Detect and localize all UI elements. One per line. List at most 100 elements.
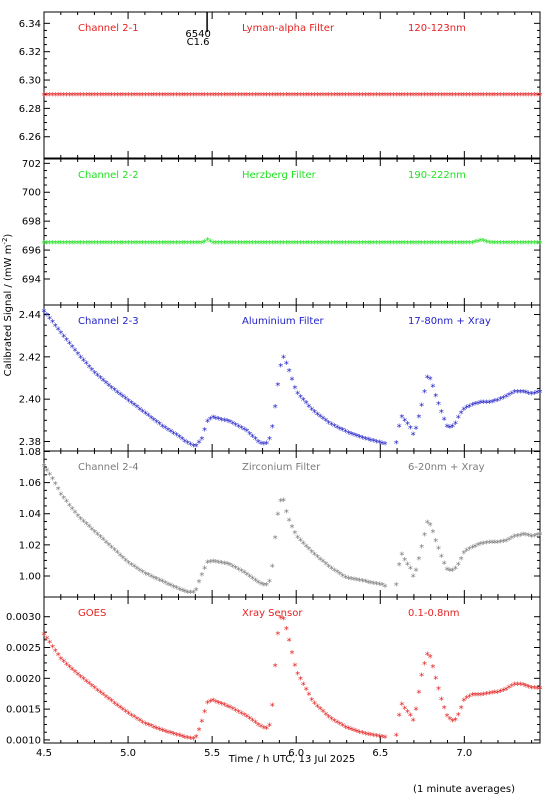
- data-point: *: [180, 587, 185, 598]
- data-point: *: [182, 239, 187, 250]
- data-point: *: [211, 414, 216, 425]
- data-point: *: [259, 239, 264, 250]
- data-point: *: [436, 239, 441, 250]
- data-point: *: [326, 91, 331, 102]
- data-point: *: [495, 539, 500, 550]
- data-point: *: [416, 413, 421, 424]
- data-point: *: [442, 91, 447, 102]
- data-point: *: [250, 717, 255, 728]
- data-point: *: [239, 239, 244, 250]
- data-point: *: [473, 400, 478, 411]
- data-point: *: [529, 239, 534, 250]
- data-point: *: [397, 561, 402, 572]
- data-point: *: [118, 239, 123, 250]
- data-point: *: [476, 691, 481, 702]
- data-point: *: [118, 390, 123, 401]
- data-point: *: [168, 239, 173, 250]
- data-point: *: [374, 239, 379, 250]
- data-point: *: [490, 398, 495, 409]
- series-points: ****************************************…: [42, 462, 543, 599]
- data-point: *: [185, 734, 190, 745]
- data-point: *: [89, 525, 94, 536]
- data-point: *: [126, 91, 131, 102]
- data-point: *: [157, 726, 162, 737]
- data-point: *: [332, 239, 337, 250]
- data-point: *: [515, 532, 520, 543]
- x-tick-label: 7.0: [456, 748, 472, 759]
- data-point: *: [89, 682, 94, 693]
- data-point: *: [64, 239, 69, 250]
- data-point: *: [154, 575, 159, 586]
- data-point: *: [89, 239, 94, 250]
- data-point: *: [360, 729, 365, 740]
- data-point: *: [84, 677, 89, 688]
- data-point: *: [374, 91, 379, 102]
- data-point: *: [149, 722, 154, 733]
- data-point: *: [250, 574, 255, 585]
- panel-label-2: Aluminium Filter: [242, 316, 325, 327]
- data-point: *: [98, 533, 103, 544]
- data-point: *: [92, 239, 97, 250]
- data-point: *: [484, 690, 489, 701]
- data-point: *: [143, 239, 148, 250]
- data-point: *: [42, 239, 47, 250]
- data-point: *: [408, 239, 413, 250]
- data-point: *: [135, 239, 140, 250]
- data-point: *: [442, 559, 447, 570]
- data-point: *: [464, 694, 469, 705]
- data-point: *: [70, 239, 75, 250]
- data-point: *: [414, 239, 419, 250]
- data-point: *: [363, 239, 368, 250]
- panel-label-2: Lyman-alpha Filter: [242, 23, 335, 34]
- data-point: *: [371, 579, 376, 590]
- data-point: *: [433, 537, 438, 548]
- data-point: *: [123, 395, 128, 406]
- data-point: *: [216, 415, 221, 426]
- data-point: *: [481, 237, 486, 248]
- data-point: *: [304, 91, 309, 102]
- data-point: *: [501, 394, 506, 405]
- data-point: *: [521, 91, 526, 102]
- data-point: *: [58, 490, 63, 501]
- data-point: *: [436, 685, 441, 696]
- data-point: *: [315, 410, 320, 421]
- data-point: *: [371, 437, 376, 448]
- x-tick-label: 6.0: [288, 748, 304, 759]
- data-point: *: [507, 91, 512, 102]
- data-point: *: [47, 639, 52, 650]
- data-point: *: [501, 686, 506, 697]
- data-point: *: [312, 91, 317, 102]
- y-tick-label: 0.0030: [6, 612, 41, 623]
- data-point: *: [512, 91, 517, 102]
- data-point: *: [332, 566, 337, 577]
- data-point: *: [509, 534, 514, 545]
- data-point: *: [58, 91, 63, 102]
- data-point: *: [416, 91, 421, 102]
- data-point: *: [538, 685, 543, 696]
- data-point: *: [205, 91, 210, 102]
- data-point: *: [371, 239, 376, 250]
- data-point: *: [323, 710, 328, 721]
- data-point: *: [292, 91, 297, 102]
- panel-2: 694 696 698 700 702 Channel 2-2 Herzberg Filte…: [22, 158, 543, 306]
- data-point: *: [230, 562, 235, 573]
- panel-label-1: Channel 2-2: [78, 170, 139, 181]
- data-point: *: [53, 647, 58, 658]
- data-point: *: [106, 695, 111, 706]
- data-point: *: [123, 557, 128, 568]
- data-point: *: [140, 239, 145, 250]
- data-point: *: [104, 693, 109, 704]
- data-point: *: [253, 91, 258, 102]
- data-point: *: [290, 649, 295, 660]
- data-point: *: [92, 684, 97, 695]
- data-point: *: [171, 429, 176, 440]
- y-tick-label: 700: [22, 188, 41, 199]
- data-point: *: [253, 435, 258, 446]
- data-point: *: [538, 239, 543, 250]
- data-point: *: [301, 680, 306, 691]
- data-point: *: [323, 560, 328, 571]
- data-point: *: [58, 239, 63, 250]
- data-point: *: [264, 581, 269, 592]
- averaging-note: (1 minute averages): [413, 784, 515, 795]
- data-point: *: [481, 540, 486, 551]
